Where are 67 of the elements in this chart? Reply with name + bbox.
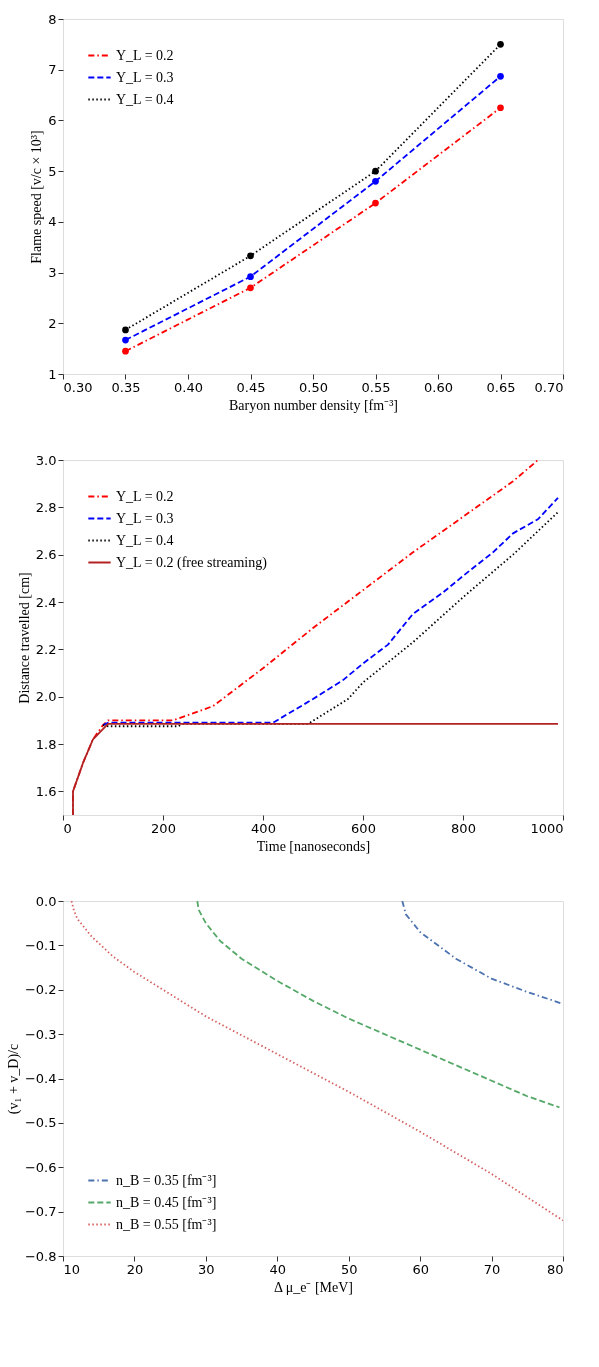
x-tick-label: 50: [340, 1261, 358, 1277]
line-series: [401, 901, 563, 1005]
y-tick-label: −0.7: [24, 1204, 57, 1220]
x-tick-label: 70: [483, 1261, 501, 1277]
x-tick-label: 600: [351, 820, 376, 836]
x-tick-label: 20: [126, 1261, 144, 1277]
x-tick-label: 400: [251, 820, 276, 836]
y-tick-label: −0.6: [24, 1159, 57, 1175]
legend-label: Y_L = 0.2: [116, 488, 174, 504]
x-tick-label: 60: [412, 1261, 429, 1277]
y-tick-label: 7: [48, 62, 57, 78]
x-tick-label: 0.50: [299, 379, 328, 395]
x-tick-label: 0.35: [111, 379, 141, 395]
x-tick-label: 0.65: [486, 379, 516, 395]
y-axis-title: Distance travelled [cm]: [16, 572, 32, 704]
y-tick-label: 1.8: [35, 736, 57, 752]
y-tick-label: 2: [48, 315, 57, 331]
x-tick-label: 0.60: [424, 379, 453, 395]
x-tick-label: 800: [451, 820, 476, 836]
y-tick-label: −0.4: [24, 1071, 57, 1086]
x-tick-label: 1000: [530, 820, 564, 836]
legend-label: n_B = 0.45 [fm⁻³]: [116, 1194, 217, 1210]
y-tick-label: 3.0: [35, 452, 57, 468]
legend-label: Y_L = 0.3: [116, 69, 174, 85]
y-tick-label: 2.4: [35, 594, 57, 610]
x-tick-label: 0.30: [63, 379, 93, 395]
line-series: [72, 722, 559, 815]
legend-label: n_B = 0.35 [fm⁻³]: [116, 1172, 217, 1188]
x-tick-label: 0.70: [534, 379, 564, 395]
legend-label: Y_L = 0.2 (free streaming): [116, 554, 268, 571]
x-tick-label: 200: [151, 820, 176, 836]
y-tick-label: 1.6: [35, 783, 57, 799]
y-tick-label: 2.6: [35, 547, 57, 563]
x-tick-label: 40: [269, 1261, 287, 1277]
y-axis-title: Flame speed [v/c × 10³]: [29, 130, 45, 264]
x-tick-label: 0.55: [361, 379, 391, 395]
x-axis-title: Baryon number density [fm⁻³]: [229, 397, 398, 413]
legend-label: Y_L = 0.4: [116, 532, 174, 548]
y-tick-label: 5: [48, 163, 57, 179]
y-tick-label: 2.0: [35, 689, 57, 705]
y-tick-label: 2.8: [35, 499, 57, 515]
x-tick-label: 0.40: [174, 379, 203, 395]
x-tick-label: 0: [63, 820, 72, 836]
y-tick-label: 6: [48, 112, 57, 128]
y-tick-label: 4: [48, 214, 57, 230]
legend-label: Y_L = 0.4: [116, 91, 174, 107]
legend-label: Y_L = 0.2: [116, 47, 174, 63]
x-axis-title: Δ μ_e⁻ [MeV]: [273, 1279, 354, 1295]
x-tick-label: 10: [63, 1261, 81, 1277]
x-tick-label: 80: [546, 1261, 564, 1277]
y-tick-label: −0.2: [24, 982, 57, 998]
x-tick-label: 30: [198, 1261, 215, 1277]
y-tick-label: −0.5: [24, 1115, 57, 1131]
y-tick-label: 1: [48, 366, 57, 382]
legend-label: Y_L = 0.3: [116, 510, 174, 526]
x-tick-label: 0.45: [236, 379, 266, 395]
y-tick-label: −0.1: [24, 937, 57, 953]
legend-label: n_B = 0.55 [fm⁻³]: [116, 1216, 217, 1232]
y-tick-label: 2.2: [35, 641, 57, 657]
y-tick-label: 3: [48, 265, 57, 281]
y-tick-label: −0.8: [24, 1248, 57, 1264]
y-axis-title: (v₁ + v_D)/c: [5, 1043, 22, 1115]
y-tick-label: 0.0: [35, 893, 57, 909]
y-tick-label: 8: [48, 11, 57, 27]
line-series: [196, 901, 561, 1109]
x-axis-title: Time [nanoseconds]: [256, 838, 371, 854]
y-tick-label: −0.3: [24, 1026, 57, 1042]
